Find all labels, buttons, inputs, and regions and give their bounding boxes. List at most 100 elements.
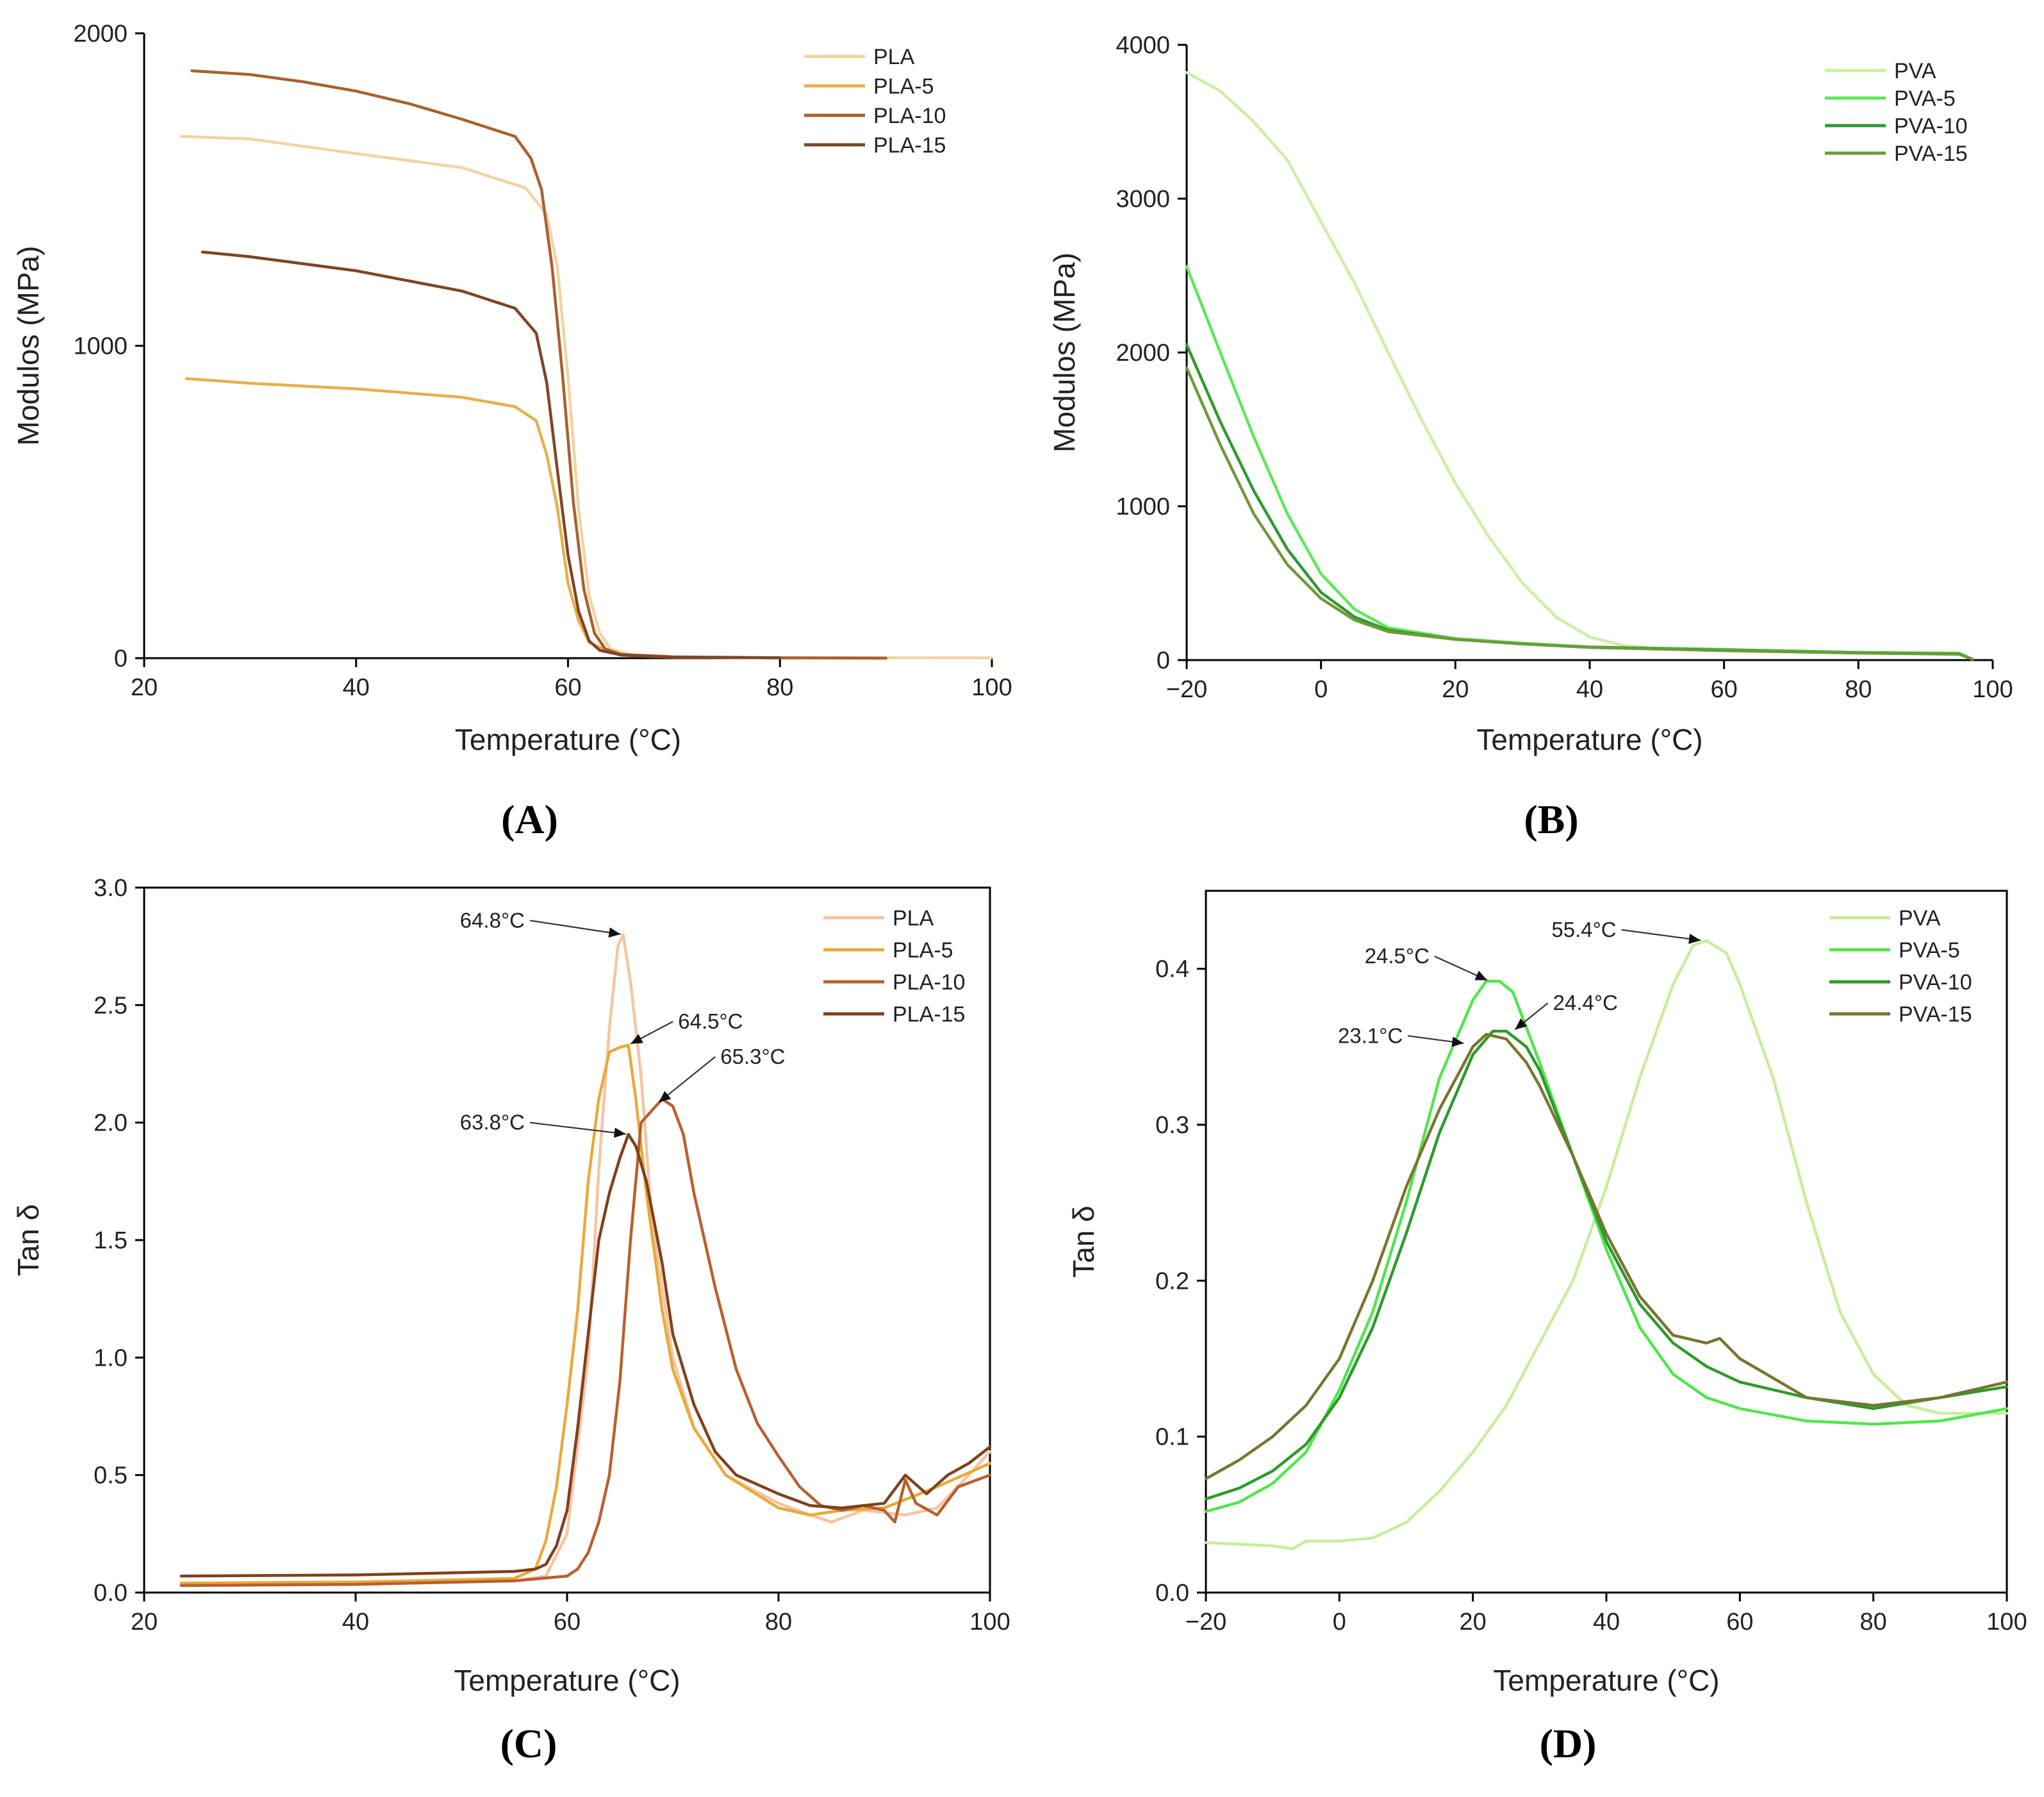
x-tick-label: 80 (1860, 1609, 1887, 1636)
x-axis-title: Temperature (°C) (454, 1664, 680, 1697)
series-line-pla (179, 135, 994, 659)
x-tick-label: 0 (1314, 676, 1328, 703)
legend-label-pla-5: PLA-5 (873, 74, 934, 99)
panel-d-tan-delta-pva: −20 0 20 40 60 80 100 0.0 0.1 0.2 0.3 0.4 Temperatur… (1067, 890, 2027, 1766)
axis-frame (143, 33, 992, 659)
legend-label-pva-5: PVA-5 (1894, 87, 1956, 111)
legend-label-pva-10: PVA-10 (1899, 970, 1972, 995)
series-line-pva-5 (1204, 979, 2009, 1513)
peak-annotation-arrow-head (631, 1034, 643, 1044)
y-tick-label: 2000 (1116, 340, 1170, 367)
x-tick-label: −20 (1166, 676, 1207, 703)
y-tick-label: 0 (1157, 647, 1170, 674)
peak-annotation-arrow-line (529, 1122, 626, 1135)
peak-annotation-arrow-line (1621, 929, 1701, 941)
peak-annotation-arrow-head (1451, 1036, 1464, 1047)
series-line-pva-5 (1185, 265, 1974, 661)
peak-annotation-label: 64.5°C (678, 1009, 743, 1033)
y-axis-title: Tan δ (1067, 1205, 1100, 1278)
y-tick-label: 0.0 (94, 1580, 128, 1607)
x-tick-label: 80 (1845, 676, 1872, 703)
y-tick-label: 0.4 (1155, 956, 1189, 983)
y-tick-label: 0.2 (1155, 1268, 1189, 1295)
peak-annotation-label: 65.3°C (720, 1045, 785, 1068)
peak-annotation-arrow-head (659, 1091, 672, 1102)
x-tick-label: 20 (1442, 676, 1469, 703)
peak-annotation-arrow-line (658, 1056, 716, 1103)
x-tick-label: 60 (554, 1609, 581, 1636)
legend-label-pva: PVA (1899, 906, 1941, 931)
y-tick-label: 3000 (1116, 186, 1170, 213)
series-line-pva-10 (1204, 1029, 2009, 1501)
y-tick-label: 0.5 (94, 1462, 128, 1489)
legend-label-pva-10: PVA-10 (1894, 114, 1968, 138)
x-tick-label: −20 (1185, 1609, 1226, 1636)
peak-annotation-label: 55.4°C (1551, 918, 1616, 941)
y-axis-title: Modulos (MPa) (12, 246, 45, 446)
x-tick-label: 20 (131, 1609, 158, 1636)
panel-label: (C) (500, 1721, 557, 1766)
peak-annotation-label: 23.1°C (1338, 1023, 1403, 1047)
legend-label-pla: PLA (873, 45, 915, 69)
panel-label: (D) (1540, 1721, 1597, 1766)
x-tick-label: 40 (342, 1609, 369, 1636)
y-tick-label: 1.0 (94, 1345, 128, 1371)
x-tick-label: 40 (1593, 1609, 1620, 1636)
peak-annotation-arrow-head (1688, 934, 1701, 944)
series-line-pla-10 (190, 69, 887, 660)
y-tick-label: 0.1 (1155, 1424, 1189, 1451)
axis-frame (143, 886, 991, 1594)
y-tick-label: 1000 (73, 333, 128, 360)
peak-annotation-label: 24.4°C (1553, 991, 1618, 1014)
panel-label: (A) (501, 797, 558, 842)
peak-annotation-label: 64.8°C (460, 908, 525, 932)
x-tick-label: 100 (1986, 1609, 2027, 1636)
series-line-pla-15 (179, 1132, 992, 1578)
series-line-pva-15 (1185, 366, 1974, 661)
legend-label-pla-5: PLA-5 (893, 938, 953, 963)
series-line-pla-5 (179, 1043, 992, 1585)
panel-label: (B) (1524, 797, 1578, 842)
x-tick-label: 100 (971, 674, 1012, 701)
y-tick-label: 0.3 (1155, 1112, 1189, 1139)
peak-annotation-arrow-head (1474, 970, 1488, 981)
x-tick-label: 80 (766, 674, 793, 701)
x-tick-label: 0 (1333, 1609, 1346, 1636)
legend-label-pla-15: PLA-15 (893, 1002, 965, 1027)
peak-annotation-arrow-line (529, 920, 621, 935)
y-tick-label: 4000 (1116, 32, 1170, 59)
legend-label-pla-10: PLA-10 (873, 104, 946, 128)
legend-label-pla-15: PLA-15 (873, 133, 946, 158)
legend-label-pla: PLA (893, 906, 934, 931)
peak-annotation-label: 63.8°C (460, 1111, 525, 1134)
panel-c-tan-delta-pla: 20 40 60 80 100 0.0 0.5 1.0 1.5 2.0 2.5 3.0 Temperat… (12, 875, 1010, 1766)
x-tick-label: 40 (343, 674, 370, 701)
x-axis-title: Temperature (°C) (455, 723, 681, 756)
x-tick-label: 100 (1972, 676, 2013, 703)
x-tick-label: 60 (1726, 1609, 1753, 1636)
series-line-pla (179, 933, 992, 1587)
x-tick-label: 60 (554, 674, 581, 701)
y-tick-label: 0.0 (1155, 1580, 1189, 1607)
legend-label-pva-15: PVA-15 (1899, 1002, 1972, 1027)
x-axis-title: Temperature (°C) (1493, 1664, 1719, 1697)
x-axis-title: Temperature (°C) (1476, 723, 1702, 756)
legend-label-pla-10: PLA-10 (893, 970, 965, 995)
y-tick-label: 1.5 (94, 1227, 128, 1254)
series-line-pva-10 (1185, 343, 1974, 661)
peak-annotation-label: 24.5°C (1365, 944, 1430, 968)
y-axis-title: Tan δ (12, 1204, 45, 1277)
x-tick-label: 80 (765, 1609, 792, 1636)
series-line-pva (1204, 939, 2009, 1551)
y-tick-label: 3.0 (94, 875, 128, 902)
series-line-pla-15 (201, 251, 782, 659)
panel-b-modulus-pva: −20 0 20 40 60 80 10001000200030004000Temperat… (1048, 32, 2013, 842)
x-tick-label: 100 (969, 1609, 1010, 1636)
y-tick-label: 2000 (73, 21, 128, 47)
peak-annotation-arrow-head (1515, 1018, 1528, 1030)
x-tick-label: 60 (1711, 676, 1738, 703)
y-tick-label: 2.0 (94, 1110, 128, 1137)
axis-frame (1185, 45, 1993, 661)
